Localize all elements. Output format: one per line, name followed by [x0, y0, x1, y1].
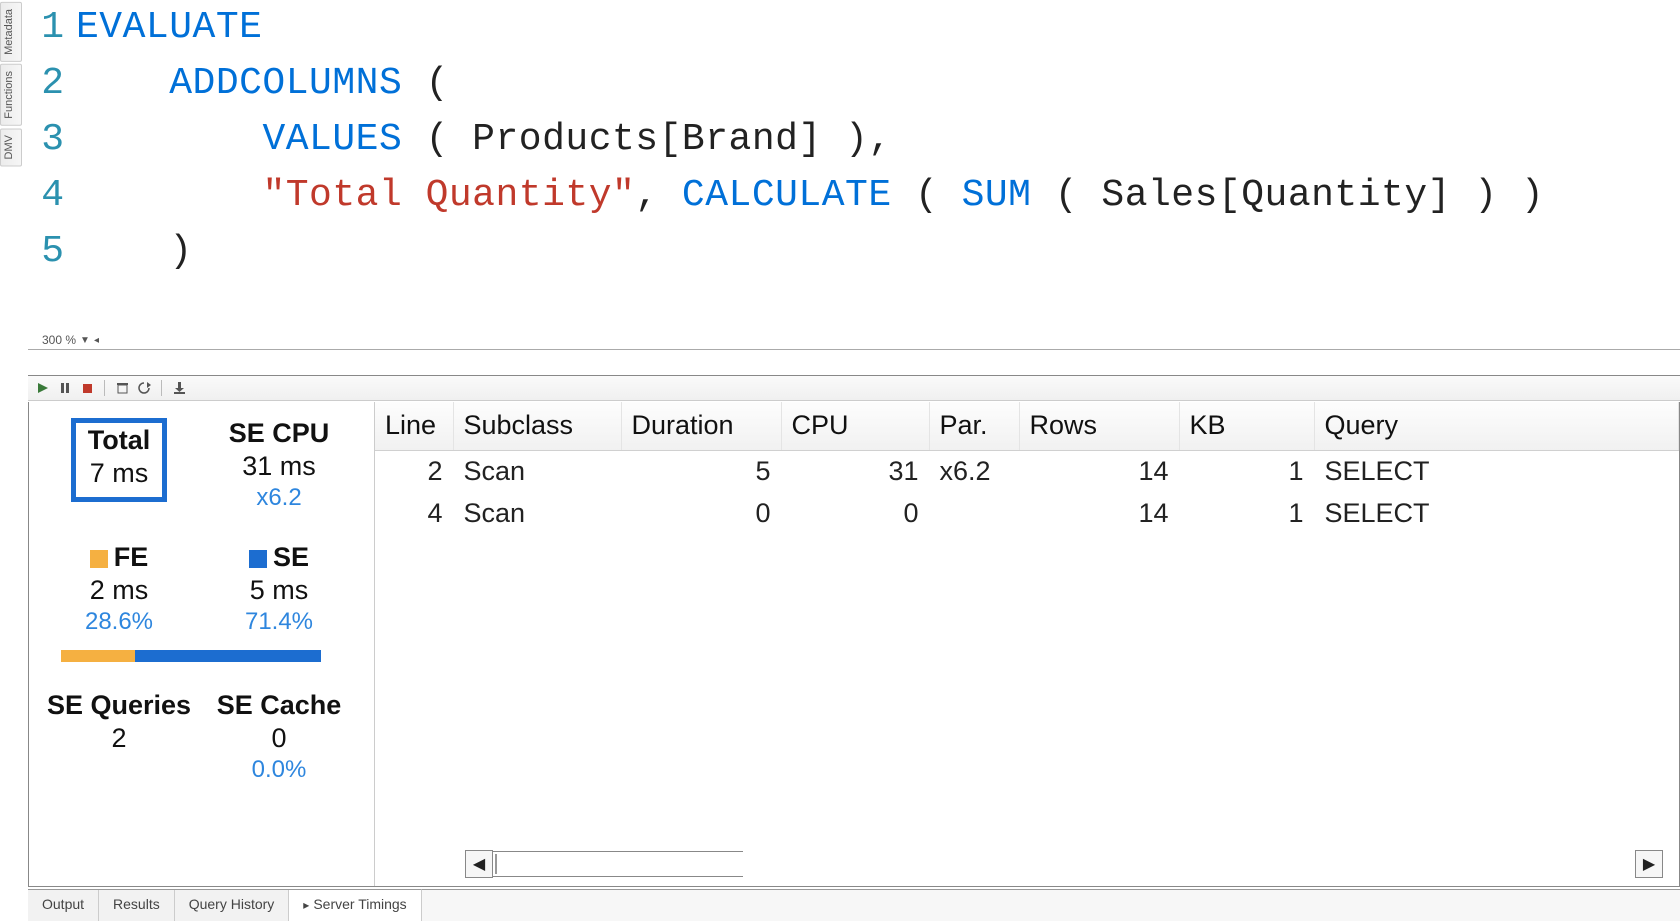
cell-duration: 0	[621, 492, 781, 534]
zoom-value: 300 %	[42, 333, 76, 347]
line-number: 4	[28, 168, 76, 224]
se-queries-label: SE Queries	[39, 690, 199, 721]
clear-cache-icon[interactable]	[135, 379, 153, 397]
tab-results[interactable]: Results	[99, 890, 175, 921]
column-header-rows[interactable]: Rows	[1019, 402, 1179, 450]
se-cpu-value: 31 ms	[199, 451, 359, 482]
cell-rows: 14	[1019, 492, 1179, 534]
pause-icon[interactable]	[56, 379, 74, 397]
scroll-thumb[interactable]	[495, 854, 497, 874]
code-editor-pane: 1EVALUATE2 ADDCOLUMNS (3 VALUES ( Produc…	[28, 0, 1680, 350]
column-header-kb[interactable]: KB	[1179, 402, 1314, 450]
cell-cpu: 31	[781, 450, 929, 492]
zoom-left-icon[interactable]: ◂	[94, 335, 99, 346]
code-area[interactable]: 1EVALUATE2 ADDCOLUMNS (3 VALUES ( Produc…	[28, 0, 1680, 340]
fe-swatch-icon	[90, 550, 108, 568]
fe-label: FE	[39, 542, 199, 573]
cell-par	[929, 492, 1019, 534]
zoom-dropdown-icon[interactable]: ▼	[80, 335, 90, 346]
zoom-indicator[interactable]: 300 % ▼ ◂	[42, 333, 99, 347]
total-highlight: Total 7 ms	[71, 418, 168, 502]
side-tab-metadata[interactable]: Metadata	[0, 2, 22, 62]
se-cpu-ratio: x6.2	[199, 484, 359, 512]
code-line[interactable]: 4 "Total Quantity", CALCULATE ( SUM ( Sa…	[28, 168, 1680, 224]
scroll-track[interactable]	[493, 851, 743, 877]
bottom-tab-strip: OutputResultsQuery History▸Server Timing…	[28, 889, 1680, 921]
se-cache-label: SE Cache	[199, 690, 359, 721]
se-queries-value: 2	[39, 723, 199, 754]
se-cache-pct: 0.0%	[199, 756, 359, 784]
code-text[interactable]: )	[76, 224, 193, 280]
se-label: SE	[199, 542, 359, 573]
total-label: Total	[88, 425, 151, 456]
line-number: 5	[28, 224, 76, 280]
cell-line: 2	[375, 450, 453, 492]
cell-rows: 14	[1019, 450, 1179, 492]
column-header-query[interactable]: Query	[1314, 402, 1679, 450]
cell-cpu: 0	[781, 492, 929, 534]
fe-bar-segment	[61, 650, 135, 662]
code-line[interactable]: 5 )	[28, 224, 1680, 280]
chevron-right-icon: ▸	[303, 898, 309, 912]
cell-par: x6.2	[929, 450, 1019, 492]
timing-stats: Total 7 ms SE CPU 31 ms x6.2 FE 2 ms 28.…	[29, 402, 374, 886]
column-header-subclass[interactable]: Subclass	[453, 402, 621, 450]
line-number: 1	[28, 0, 76, 56]
code-text[interactable]: "Total Quantity", CALCULATE ( SUM ( Sale…	[76, 168, 1544, 224]
server-timings-pane: Total 7 ms SE CPU 31 ms x6.2 FE 2 ms 28.…	[28, 402, 1680, 887]
fe-value: 2 ms	[39, 575, 199, 606]
cell-query: SELECT	[1314, 492, 1679, 534]
se-pct: 71.4%	[199, 608, 359, 636]
results-toolbar	[28, 375, 1680, 401]
cell-line: 4	[375, 492, 453, 534]
play-icon[interactable]	[34, 379, 52, 397]
se-cpu-label: SE CPU	[199, 418, 359, 449]
se-cache-value: 0	[199, 723, 359, 754]
line-number: 2	[28, 56, 76, 112]
cell-query: SELECT	[1314, 450, 1679, 492]
toolbar-separator	[161, 380, 162, 396]
cell-duration: 5	[621, 450, 781, 492]
column-header-duration[interactable]: Duration	[621, 402, 781, 450]
stop-icon[interactable]	[78, 379, 96, 397]
timing-grid[interactable]: LineSubclassDurationCPUPar.RowsKBQuery 2…	[374, 402, 1679, 886]
download-icon[interactable]	[170, 379, 188, 397]
se-swatch-icon	[249, 550, 267, 568]
tab-server-timings[interactable]: ▸Server Timings	[289, 889, 421, 921]
column-header-line[interactable]: Line	[375, 402, 453, 450]
tab-query-history[interactable]: Query History	[175, 890, 290, 921]
grid-row[interactable]: 2Scan531x6.2141SELECT	[375, 450, 1679, 492]
cell-subclass: Scan	[453, 450, 621, 492]
cell-subclass: Scan	[453, 492, 621, 534]
side-tab-functions[interactable]: Functions	[0, 64, 22, 126]
code-line[interactable]: 2 ADDCOLUMNS (	[28, 56, 1680, 112]
line-number: 3	[28, 112, 76, 168]
scroll-right-icon[interactable]: ▶	[1635, 850, 1663, 878]
toolbar-separator	[104, 380, 105, 396]
column-header-cpu[interactable]: CPU	[781, 402, 929, 450]
code-text[interactable]: ADDCOLUMNS (	[76, 56, 449, 112]
tab-output[interactable]: Output	[28, 890, 99, 921]
side-tab-dmv[interactable]: DMV	[0, 128, 22, 166]
total-value: 7 ms	[88, 458, 151, 489]
se-value: 5 ms	[199, 575, 359, 606]
code-line[interactable]: 1EVALUATE	[28, 0, 1680, 56]
grid-row[interactable]: 4Scan00141SELECT	[375, 492, 1679, 534]
code-text[interactable]: EVALUATE	[76, 0, 262, 56]
code-text[interactable]: VALUES ( Products[Brand] ),	[76, 112, 892, 168]
column-header-par[interactable]: Par.	[929, 402, 1019, 450]
fe-se-bar	[61, 650, 321, 662]
fe-pct: 28.6%	[39, 608, 199, 636]
horizontal-scrollbar[interactable]: ◀ ▶	[465, 850, 1663, 878]
trash-icon[interactable]	[113, 379, 131, 397]
side-tab-strip: MetadataFunctionsDMV	[0, 0, 26, 166]
code-line[interactable]: 3 VALUES ( Products[Brand] ),	[28, 112, 1680, 168]
cell-kb: 1	[1179, 492, 1314, 534]
scroll-left-icon[interactable]: ◀	[465, 850, 493, 878]
cell-kb: 1	[1179, 450, 1314, 492]
